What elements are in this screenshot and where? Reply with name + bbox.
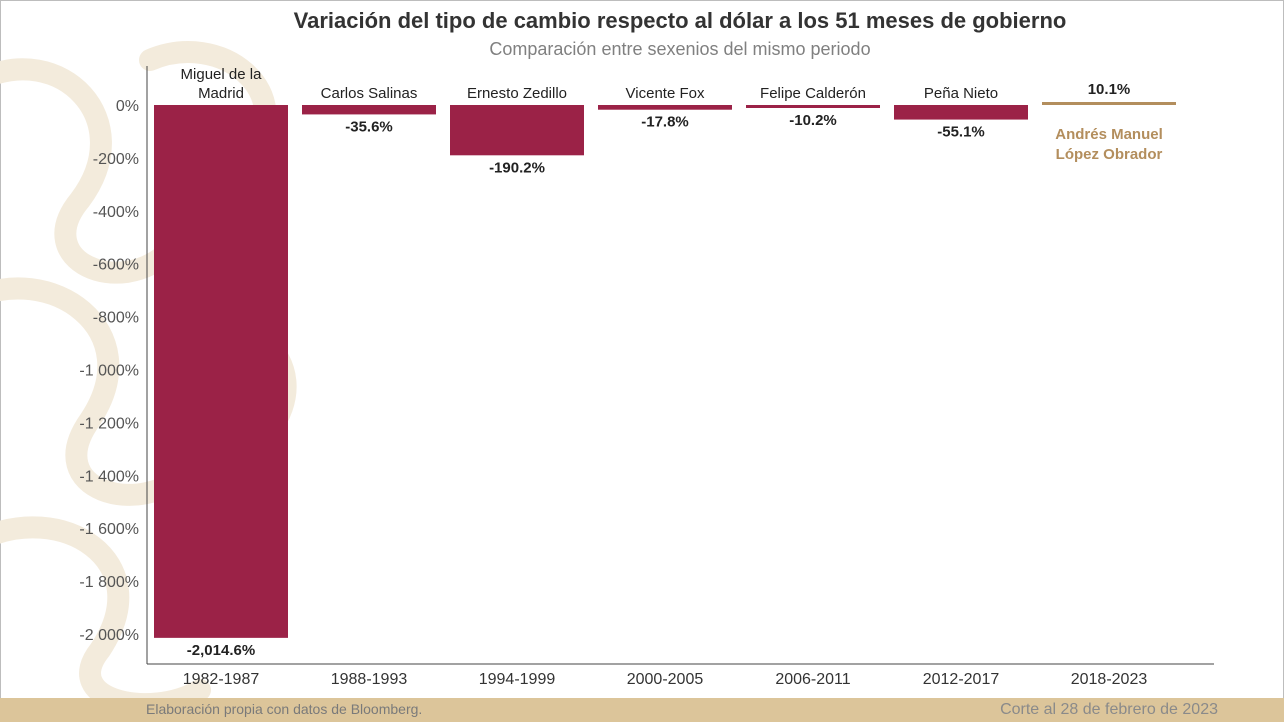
- president-label: Felipe Calderón: [760, 85, 866, 102]
- bar: [450, 105, 584, 156]
- footer-source: Elaboración propia con datos de Bloomber…: [146, 701, 423, 717]
- president-label: Peña Nieto: [924, 85, 998, 102]
- x-tick-label: 2000-2005: [627, 671, 704, 688]
- chart-subtitle: Comparación entre sexenios del mismo per…: [489, 39, 871, 59]
- footer-bar: [0, 698, 1284, 722]
- y-tick-label: -2 000%: [79, 627, 139, 644]
- bar: [598, 105, 732, 110]
- x-tick-label: 2006-2011: [775, 671, 850, 688]
- x-tick-label: 2012-2017: [923, 671, 1000, 688]
- x-tick-label: 1982-1987: [183, 671, 260, 688]
- y-tick-label: -800%: [93, 310, 139, 327]
- president-label: Vicente Fox: [626, 85, 705, 102]
- president-label: Andrés Manuel: [1055, 126, 1163, 143]
- president-label: Ernesto Zedillo: [467, 85, 567, 102]
- x-tick-label: 2018-2023: [1071, 671, 1148, 688]
- y-tick-label: -1 800%: [79, 574, 139, 591]
- chart-title: Variación del tipo de cambio respecto al…: [293, 8, 1067, 33]
- y-tick-label: -1 600%: [79, 521, 139, 538]
- bar: [894, 105, 1028, 120]
- y-tick-label: -1 000%: [79, 363, 139, 380]
- data-label: -10.2%: [789, 112, 837, 129]
- data-label: -17.8%: [641, 114, 689, 131]
- data-label: -2,014.6%: [187, 642, 255, 659]
- president-label: Miguel de la: [181, 66, 263, 83]
- data-label: -35.6%: [345, 118, 393, 135]
- bar: [746, 105, 880, 108]
- president-label: López Obrador: [1056, 146, 1163, 163]
- bar-chart: 0% -200% -400% -600% -800% -1 000% -1 200% -1 4…: [79, 66, 1214, 688]
- y-tick-label: -1 200%: [79, 415, 139, 432]
- president-label: Carlos Salinas: [321, 85, 418, 102]
- x-tick-label: 1994-1999: [479, 671, 556, 688]
- y-tick-label: -400%: [93, 204, 139, 221]
- bar: [1042, 102, 1176, 105]
- x-tick-label: 1988-1993: [331, 671, 408, 688]
- data-label: 10.1%: [1088, 81, 1131, 98]
- y-tick-label: -600%: [93, 257, 139, 274]
- y-tick-label: -200%: [93, 151, 139, 168]
- footer-cutoff: Corte al 28 de febrero de 2023: [1000, 701, 1218, 718]
- data-label: -55.1%: [937, 124, 985, 141]
- bar: [302, 105, 436, 115]
- data-label: -190.2%: [489, 159, 545, 176]
- y-tick-label: 0%: [116, 98, 139, 115]
- y-tick-label: -1 400%: [79, 468, 139, 485]
- bar: [154, 105, 288, 638]
- president-label: Madrid: [198, 85, 244, 102]
